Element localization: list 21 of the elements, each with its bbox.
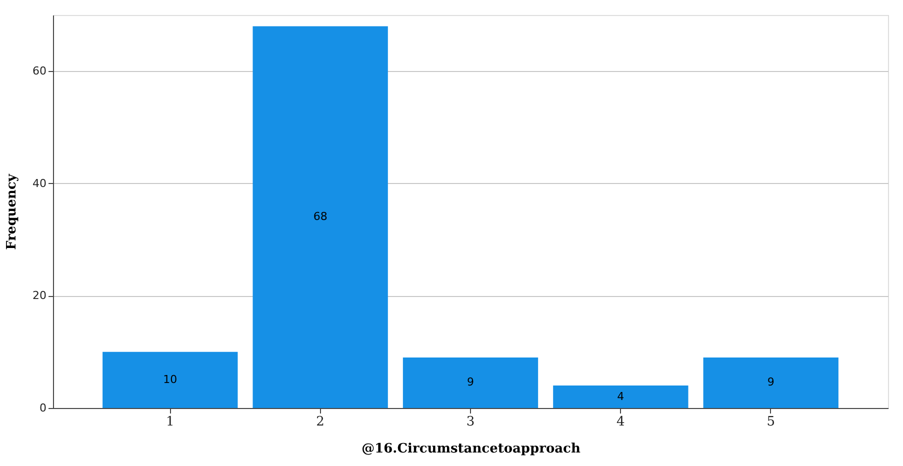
data-label: 68 [313,210,328,224]
y-tick-label: 0 [40,402,46,414]
bar [252,26,388,408]
x-tick-label: 2 [316,414,324,430]
x-tick-label: 4 [616,414,625,430]
bar [402,357,538,408]
data-label: 4 [617,390,624,403]
data-label: 10 [163,372,178,386]
x-axis-title: @16.Circumstancetoapproach [362,442,581,456]
y-axis-title: Frequency [4,174,20,250]
x-tick-label: 1 [166,414,174,430]
y-tick-label: 60 [32,64,46,78]
y-tick-label: 20 [32,289,46,302]
x-tick-label: 3 [466,414,475,430]
data-label: 9 [467,376,474,389]
x-tick-label: 5 [766,414,775,430]
data-label: 9 [767,376,774,389]
bar [553,386,688,408]
bar [102,352,238,408]
y-tick-label: 40 [32,176,46,190]
bar [703,357,838,408]
